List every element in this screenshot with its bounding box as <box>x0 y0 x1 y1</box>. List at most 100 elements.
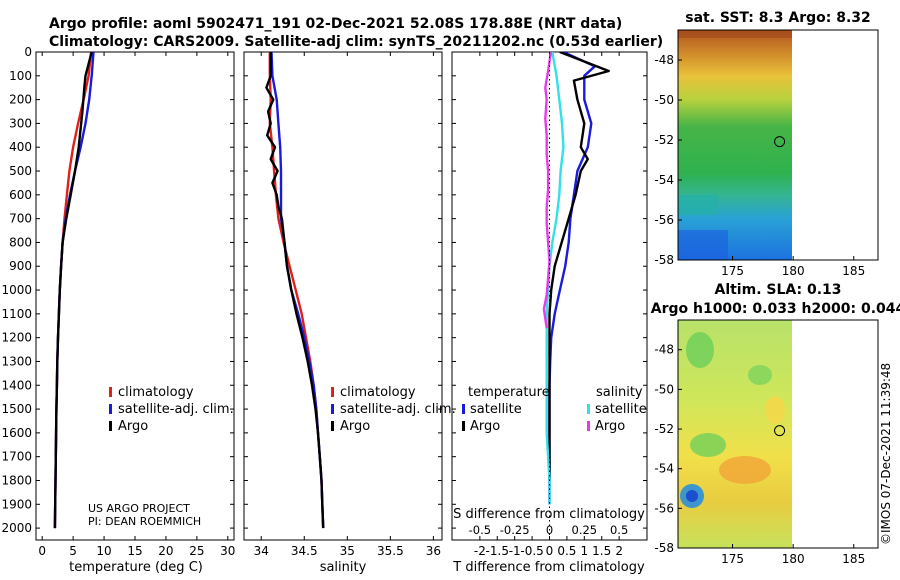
depth-tick-label: 500 <box>9 164 32 178</box>
legend-argo: Argo <box>340 419 370 434</box>
x-tick-label: 1.5 <box>592 544 611 558</box>
s-tick-label: 0.25 <box>572 523 598 537</box>
sla-map-ticks: 175 180 185 -48 -50 -52 -54 -56 -58 <box>654 343 865 566</box>
depth-tick-label: 400 <box>9 140 32 154</box>
map-y-tick-label: -56 <box>654 213 674 227</box>
temperature-lines <box>53 52 95 529</box>
x-tick-label: 34 <box>254 544 269 558</box>
salinity-axes <box>243 51 443 541</box>
x-tick-label: 1 <box>581 544 589 558</box>
sst-map-ticks: 175 180 185 -48 -50 -52 -54 -56 -58 <box>654 53 865 278</box>
sst-cool-patch <box>678 195 718 215</box>
depth-tick-label: 300 <box>9 116 32 130</box>
depth-ticks: 0 100 200 300 400 500 600 700 800 900 1000 1100 1200… <box>1 45 647 535</box>
temperature-axes <box>35 51 235 541</box>
legend-climatology-swatch <box>109 387 112 397</box>
x-tick-label: 36 <box>426 544 441 558</box>
map-y-tick-label: -58 <box>654 253 674 267</box>
x-tick-label: 0 <box>546 544 554 558</box>
sla-map-subtitle: Argo h1000: 0.033 h2000: 0.044 <box>651 301 900 317</box>
sla-low-patch <box>748 365 772 385</box>
legend-climatology: climatology <box>340 385 416 400</box>
series-line-satellite-adj-clim- <box>270 52 325 529</box>
depth-tick-label: 1200 <box>1 331 32 345</box>
sst-map-title: sat. SST: 8.3 Argo: 8.32 <box>685 10 871 26</box>
depth-tick-label: 1800 <box>1 473 32 487</box>
series-line-s-argo <box>542 52 553 329</box>
sla-high-patch <box>765 396 785 424</box>
map-x-tick-label: 180 <box>782 552 805 566</box>
x-tick-label: 30 <box>220 544 235 558</box>
sla-map-axes <box>677 319 879 549</box>
x-tick-label: 10 <box>96 544 111 558</box>
difference-lines <box>542 52 610 505</box>
sla-map-title: Altim. SLA: 0.13 <box>714 282 841 298</box>
salinity-axis-label: salinity <box>320 560 367 575</box>
x-tick-label: -2 <box>474 544 486 558</box>
sst-cold-patch <box>678 230 728 260</box>
map-y-tick-label: -58 <box>654 541 674 555</box>
legend-t-satellite: satellite <box>470 402 522 417</box>
depth-tick-label: 700 <box>9 212 32 226</box>
depth-tick-label: 1400 <box>1 378 32 392</box>
legend-climatology: climatology <box>118 385 194 400</box>
depth-tick-label: 1300 <box>1 354 32 368</box>
x-tick-label: 35.5 <box>377 544 404 558</box>
map-x-tick-label: 180 <box>782 264 805 278</box>
legend-satellite: satellite-adj. clim. <box>340 402 456 417</box>
depth-tick-label: 200 <box>9 93 32 107</box>
x-tick-label: 0 <box>38 544 46 558</box>
sla-eddy-core <box>686 490 698 502</box>
s-tick-label: -0.25 <box>500 523 530 537</box>
sla-low-patch <box>686 332 714 368</box>
depth-tick-label: 0 <box>24 45 32 59</box>
legend-s-satellite-swatch <box>587 404 590 414</box>
salinity-legend: climatology satellite-adj. clim. Argo <box>331 385 456 434</box>
x-tick-label: 35 <box>340 544 355 558</box>
x-tick-label: -1.5 <box>486 544 509 558</box>
project-credit: US ARGO PROJECT <box>88 502 190 515</box>
map-y-tick-label: -56 <box>654 501 674 515</box>
legend-satellite-swatch <box>331 404 334 414</box>
sst-warm-band <box>678 30 792 38</box>
map-y-tick-label: -48 <box>654 53 674 67</box>
legend-argo: Argo <box>118 419 148 434</box>
map-x-tick-label: 175 <box>721 264 744 278</box>
legend-satellite-swatch <box>109 404 112 414</box>
legend-s-argo-swatch <box>587 421 590 431</box>
legend-climatology-swatch <box>331 387 334 397</box>
legend-satellite: satellite-adj. clim. <box>118 402 234 417</box>
legend-s-satellite: satellite <box>595 402 647 417</box>
x-tick-label: 25 <box>189 544 204 558</box>
sst-field <box>678 30 792 260</box>
depth-tick-label: 1100 <box>1 307 32 321</box>
salinity-lines <box>265 52 325 529</box>
sla-high-patch <box>719 456 771 484</box>
legend-temperature-title: temperature <box>468 385 550 400</box>
x-tick-label: 20 <box>158 544 173 558</box>
legend-argo-swatch <box>109 421 112 431</box>
legend-salinity-title: salinity <box>596 385 643 400</box>
legend-s-argo: Argo <box>595 419 625 434</box>
pi-credit: PI: DEAN ROEMMICH <box>88 515 201 528</box>
difference-legend: temperature satellite Argo salinity sate… <box>462 385 647 434</box>
sla-low-patch <box>690 433 726 457</box>
depth-tick-label: 800 <box>9 235 32 249</box>
temperature-legend: climatology satellite-adj. clim. Argo <box>109 385 234 434</box>
depth-tick-label: 900 <box>9 259 32 273</box>
s-tick-label: 0.5 <box>610 523 628 537</box>
depth-tick-label: 600 <box>9 188 32 202</box>
series-line-argo <box>265 52 325 529</box>
map-y-tick-label: -50 <box>654 382 674 396</box>
map-y-tick-label: -54 <box>654 462 674 476</box>
depth-tick-label: 1700 <box>1 450 32 464</box>
imos-watermark: ©IMOS 07-Dec-2021 11:39:48 <box>879 363 893 545</box>
temperature-ticks: 0 5 10 15 20 25 30 <box>38 52 235 558</box>
x-tick-label: 2 <box>615 544 623 558</box>
map-y-tick-label: -48 <box>654 343 674 357</box>
depth-tick-label: 2000 <box>1 521 32 535</box>
depth-tick-label: 1000 <box>1 283 32 297</box>
legend-t-satellite-swatch <box>462 404 465 414</box>
x-tick-label: -1 <box>509 544 521 558</box>
s-difference-axis-label: S difference from climatology <box>453 507 645 522</box>
